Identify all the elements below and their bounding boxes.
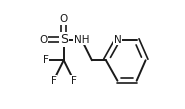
Text: F: F (43, 55, 49, 65)
Text: O: O (39, 35, 47, 45)
Text: S: S (60, 33, 68, 46)
Text: F: F (71, 76, 77, 86)
Text: NH: NH (74, 35, 89, 45)
Text: O: O (60, 14, 68, 24)
Text: N: N (114, 35, 121, 45)
Text: F: F (51, 76, 56, 86)
